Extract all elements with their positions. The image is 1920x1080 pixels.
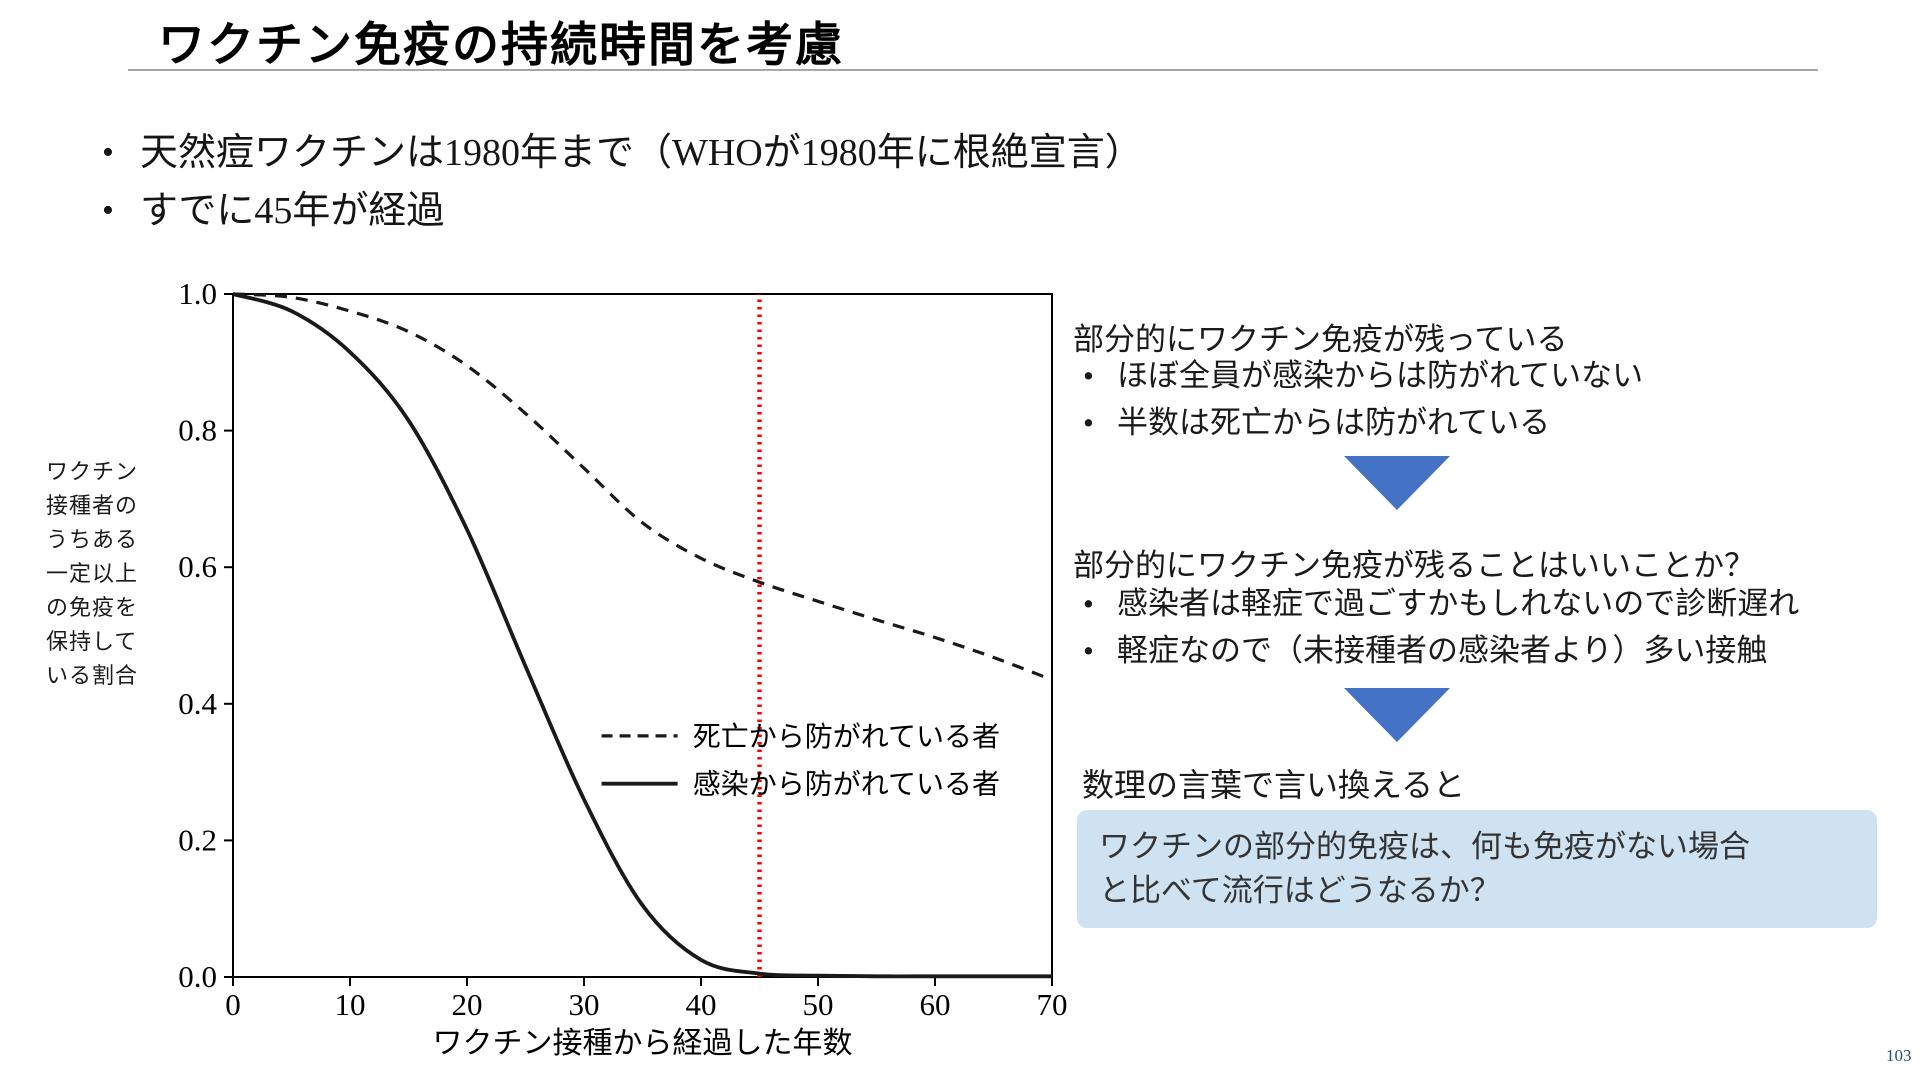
page-number: 103	[1886, 1046, 1912, 1065]
question-box-line: と比べて流行はどうなるか？	[1099, 873, 1501, 908]
immunity-duration-chart: 0 10 20 30 40 50 60 70 0.0 0.2 0.4 0.6 0.8 1.0 ワクチン接種か…	[178, 276, 1068, 1060]
x-tick-label: 10	[335, 987, 366, 1022]
y-tick-label: 0.8	[178, 413, 217, 448]
right-bullet-item: 感染者は軽症で過ごすかもしれないので診断遅れ	[1073, 580, 1799, 627]
y-axis-label-line: の免疫を	[46, 595, 139, 620]
question-box: ワクチンの部分的免疫は、何も免疫がない場合 と比べて流行はどうなるか？	[1077, 810, 1877, 928]
right-block2-heading: 部分的にワクチン免疫が残ることはいいことか？	[1073, 548, 1755, 583]
x-tick-label: 40	[686, 987, 717, 1022]
x-tick-label: 20	[452, 987, 483, 1022]
y-tick-label: 1.0	[178, 276, 217, 311]
question-box-line: ワクチンの部分的免疫は、何も免疫がない場合	[1099, 829, 1750, 864]
title-underline	[128, 69, 1818, 71]
right-bullet-item: 半数は死亡からは防がれている	[1073, 399, 1643, 446]
top-bullet-text: 天然痘ワクチンは1980年まで（WHOが1980年に根絶宣言）	[140, 132, 1143, 174]
y-axis-label-line: いる割合	[46, 663, 139, 688]
down-arrow-icon	[1344, 688, 1450, 742]
right-bullet-item: ほぼ全員が感染からは防がれていない	[1073, 352, 1643, 399]
x-tick-label: 50	[803, 987, 834, 1022]
page-title: ワクチン免疫の持続時間を考慮	[158, 20, 844, 72]
top-bullet-item: 天然痘ワクチンは1980年まで（WHOが1980年に根絶宣言）	[100, 130, 1143, 176]
top-bullet-text: すでに45年が経過	[140, 190, 445, 232]
series-infection	[232, 292, 1052, 979]
reframe-label: 数理の言葉で言い換えると	[1082, 767, 1466, 803]
x-axis-label: ワクチン接種から経過した年数	[433, 1027, 853, 1060]
series-death	[232, 292, 1053, 682]
right-bullet-item: 軽症なので（未接種者の感染者より）多い接触	[1073, 627, 1799, 674]
y-tick-label: 0.6	[178, 549, 217, 584]
y-axis-label-line: 保持して	[46, 629, 138, 654]
top-bullet-list: 天然痘ワクチンは1980年まで（WHOが1980年に根絶宣言） すでに45年が経…	[100, 130, 1143, 246]
down-arrow-icon	[1344, 456, 1450, 510]
y-axis-label: ワクチン 接種者の うちある 一定以上 の免疫を 保持して いる割合	[46, 455, 138, 693]
right-block2-bullets: 感染者は軽症で過ごすかもしれないので診断遅れ 軽症なので（未接種者の感染者より）…	[1073, 580, 1799, 674]
x-tick-label: 70	[1037, 987, 1068, 1022]
y-tick-label: 0.4	[178, 686, 217, 721]
x-tick-label: 30	[569, 987, 600, 1022]
y-tick-label: 0.0	[178, 959, 217, 994]
y-axis-label-line: ワクチン	[46, 459, 139, 484]
y-tick-label: 0.2	[178, 822, 217, 857]
plot-frame	[232, 293, 1053, 978]
legend-label: 感染から防がれている者	[693, 769, 1000, 801]
y-axis-label-line: 接種者の	[46, 493, 139, 518]
top-bullet-item: すでに45年が経過	[100, 188, 1143, 234]
down-arrow-shape	[1344, 456, 1450, 510]
y-axis-label-line: うちある	[46, 527, 139, 552]
x-tick-label: 60	[920, 987, 951, 1022]
y-axis-label-line: 一定以上	[46, 561, 139, 586]
right-block1-bullets: ほぼ全員が感染からは防がれていない 半数は死亡からは防がれている	[1073, 352, 1643, 446]
x-tick-label: 0	[225, 987, 241, 1022]
legend-label: 死亡から防がれている者	[693, 721, 1000, 753]
down-arrow-shape	[1344, 688, 1450, 742]
